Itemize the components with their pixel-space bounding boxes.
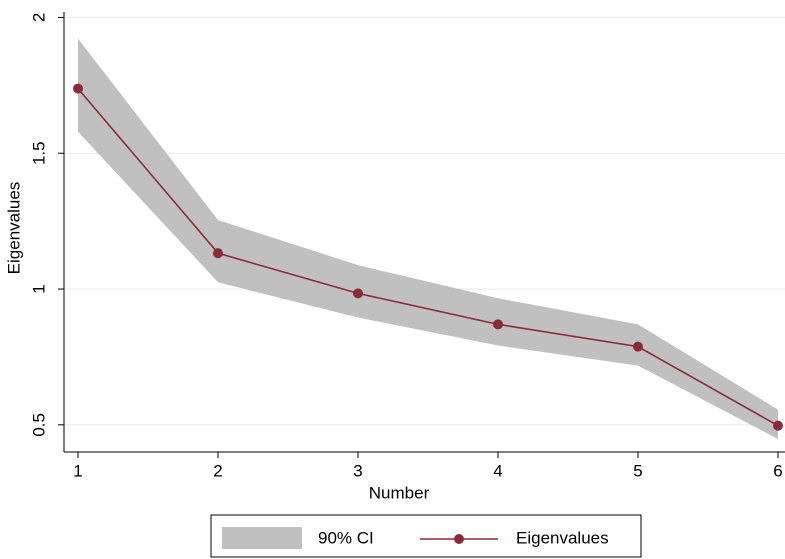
y-tick-label: 1 — [29, 284, 48, 293]
legend-marker — [454, 534, 464, 544]
legend-label: Eigenvalues — [516, 528, 609, 547]
ci-band — [78, 38, 778, 439]
y-tick-label: 0.5 — [29, 413, 48, 437]
x-tick-label: 1 — [73, 461, 82, 480]
point — [493, 319, 503, 330]
y-axis-label: Eigenvalues — [4, 182, 23, 275]
x-tick-label: 6 — [773, 461, 782, 480]
x-tick-label: 2 — [213, 461, 222, 480]
x-axis-label: Number — [369, 483, 430, 502]
point — [213, 248, 223, 259]
x-tick-label: 5 — [633, 461, 642, 480]
point — [633, 341, 643, 352]
legend-box — [210, 514, 642, 558]
point — [353, 288, 363, 299]
point — [773, 420, 783, 431]
legend-swatch — [222, 527, 302, 549]
y-tick-label: 1.5 — [29, 141, 48, 165]
x-tick-label: 4 — [493, 461, 502, 480]
point — [73, 83, 83, 94]
x-tick-label: 3 — [353, 461, 362, 480]
series-line — [77, 88, 779, 427]
legend-label: 90% CI — [318, 528, 374, 547]
y-tick-label: 2 — [29, 13, 48, 22]
